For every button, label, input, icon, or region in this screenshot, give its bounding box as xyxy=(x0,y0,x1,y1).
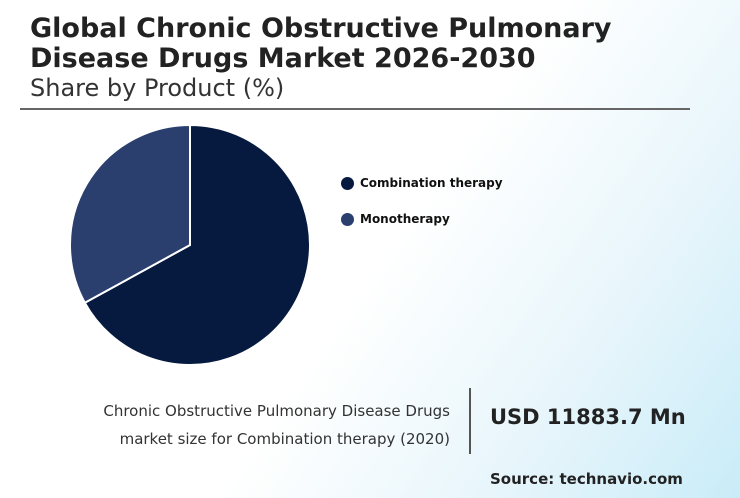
legend-label: Combination therapy xyxy=(360,176,503,190)
market-size-description: Chronic Obstructive Pulmonary Disease Dr… xyxy=(50,397,450,453)
legend-dot-combination-therapy xyxy=(341,176,354,190)
legend-item-monotherapy: Monotherapy xyxy=(341,210,503,228)
chart-subtitle: Share by Product (%) xyxy=(30,74,285,102)
legend-item-combination-therapy: Combination therapy xyxy=(341,174,503,192)
legend-label: Monotherapy xyxy=(360,212,450,226)
pie-chart xyxy=(69,123,311,366)
legend-dot-monotherapy xyxy=(341,212,354,226)
chart-legend: Combination therapy Monotherapy xyxy=(341,174,503,246)
description-line-1: Chronic Obstructive Pulmonary Disease Dr… xyxy=(103,402,450,420)
pie-slice-monotherapy xyxy=(69,123,191,305)
chart-title: Global Chronic Obstructive Pulmonary Dis… xyxy=(30,13,612,74)
value-divider xyxy=(469,388,471,454)
description-line-2: market size for Combination therapy (202… xyxy=(119,430,450,448)
source-label: Source: technavio.com xyxy=(490,470,683,488)
market-size-value: USD 11883.7 Mn xyxy=(490,405,686,429)
pie-slice-combination-therapy xyxy=(83,123,311,366)
title-divider xyxy=(20,108,690,110)
